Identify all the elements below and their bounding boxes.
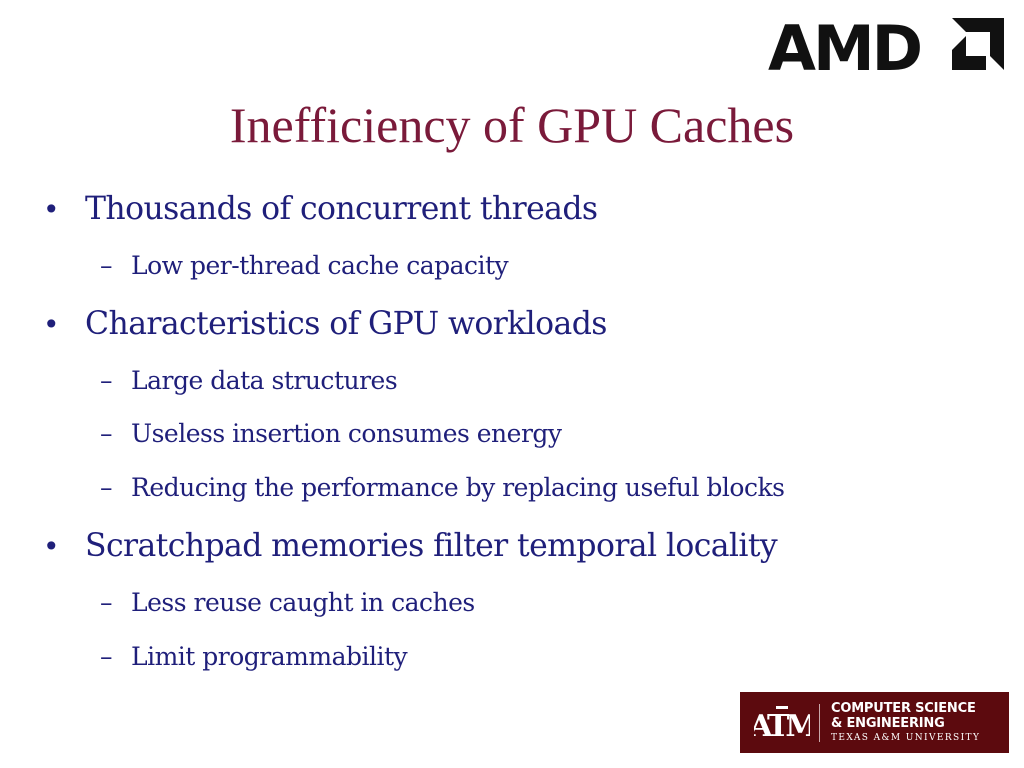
bullet-item: • Scratchpad memories filter temporal loc… [43, 525, 778, 568]
atm-monogram-text: ATM [754, 709, 810, 744]
tamu-line3: TEXAS A&M UNIVERSITY [831, 733, 981, 743]
sub-bullet-text: Large data structures [131, 366, 398, 395]
bullet-dot: • [43, 308, 60, 341]
slide-title: Inefficiency of GPU Caches [229, 97, 795, 153]
amd-arrow-icon [952, 18, 1004, 70]
sub-bullet-item: – Large data structures [100, 364, 398, 398]
sub-bullet-text: Useless insertion consumes energy [131, 419, 562, 448]
sub-bullet-dash: – [100, 473, 113, 502]
bullet-item: • Thousands of concurrent threads [43, 188, 598, 231]
sub-bullet-text: Limit programmability [131, 642, 408, 671]
sub-bullet-text: Less reuse caught in caches [131, 588, 475, 617]
bullet-text: Scratchpad memories filter temporal loca… [85, 528, 778, 564]
bullet-dot: • [43, 530, 60, 563]
sub-bullet-dash: – [100, 419, 113, 448]
amd-logo-text: AMD [768, 14, 921, 74]
sub-bullet-item: – Useless insertion consumes energy [100, 417, 562, 451]
sub-bullet-item: – Less reuse caught in caches [100, 586, 475, 620]
tamu-line1: COMPUTER SCIENCE [831, 701, 976, 716]
sub-bullet-text: Reducing the performance by replacing us… [131, 473, 785, 502]
sub-bullet-dash: – [100, 642, 113, 671]
bullet-text: Thousands of concurrent threads [85, 191, 598, 227]
sub-bullet-dash: – [100, 251, 113, 280]
sub-bullet-text: Low per-thread cache capacity [131, 251, 509, 280]
atm-monogram-icon: ATM [754, 706, 810, 744]
sub-bullet-item: – Reducing the performance by replacing u… [100, 471, 785, 505]
sub-bullet-dash: – [100, 366, 113, 395]
sub-bullet-item: – Limit programmability [100, 640, 408, 674]
bullet-dot: • [43, 193, 60, 226]
bullet-item: • Characteristics of GPU workloads [43, 303, 607, 346]
logo-divider [819, 704, 820, 742]
amd-logo: AMD [768, 14, 1008, 74]
sub-bullet-dash: – [100, 588, 113, 617]
bullet-text: Characteristics of GPU workloads [85, 306, 607, 342]
tamu-cse-logo: ATM COMPUTER SCIENCE & ENGINEERING TEXAS… [740, 692, 1009, 753]
sub-bullet-item: – Low per-thread cache capacity [100, 249, 509, 283]
tamu-line2: & ENGINEERING [831, 716, 945, 731]
